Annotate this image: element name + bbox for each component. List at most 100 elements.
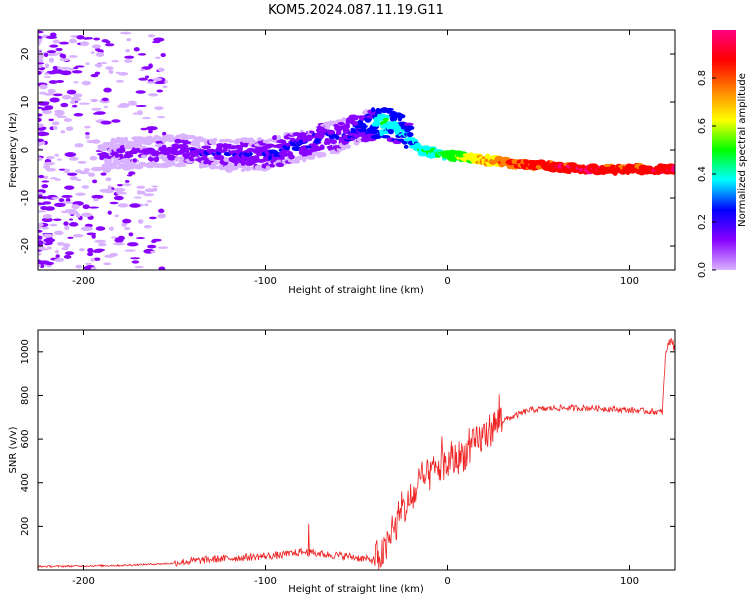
noise-blob bbox=[85, 37, 94, 40]
noise-blob bbox=[38, 235, 43, 240]
noise-blob bbox=[154, 81, 166, 85]
spectral-blob bbox=[671, 164, 675, 170]
noise-blob bbox=[162, 85, 168, 88]
noise-blob bbox=[44, 261, 55, 266]
noise-blob bbox=[52, 93, 63, 97]
noise-blob bbox=[62, 210, 70, 213]
noise-blob bbox=[137, 53, 147, 56]
noise-blob bbox=[154, 56, 161, 59]
noise-blob bbox=[80, 212, 93, 218]
noise-blob bbox=[38, 106, 43, 110]
noise-blob bbox=[38, 62, 45, 65]
noise-blob bbox=[74, 143, 84, 148]
noise-blob bbox=[43, 92, 55, 96]
noise-blob bbox=[54, 178, 62, 181]
noise-blob bbox=[119, 31, 132, 35]
noise-blob bbox=[59, 53, 65, 58]
noise-blob bbox=[48, 80, 58, 84]
spectral-blob bbox=[371, 129, 380, 134]
x-tick-label: 100 bbox=[620, 276, 639, 287]
noise-blob bbox=[38, 156, 43, 162]
spectral-blob bbox=[319, 144, 325, 151]
spectral-blob bbox=[123, 153, 134, 158]
noise-blob bbox=[90, 266, 97, 270]
noise-blob bbox=[59, 67, 71, 70]
noise-blob bbox=[132, 112, 139, 115]
spectral-blob bbox=[276, 135, 282, 140]
snr-marks bbox=[38, 338, 675, 570]
noise-blob bbox=[52, 39, 60, 44]
noise-blob bbox=[54, 258, 64, 263]
noise-blob bbox=[122, 218, 132, 224]
spectral-blob bbox=[405, 125, 415, 131]
noise-blob bbox=[91, 107, 102, 111]
noise-blob bbox=[54, 249, 60, 254]
y-tick-label: 400 bbox=[20, 473, 31, 492]
noise-blob bbox=[136, 110, 144, 116]
noise-blob bbox=[38, 30, 44, 34]
noise-blob bbox=[152, 77, 163, 82]
noise-blob bbox=[108, 69, 114, 74]
noise-blob bbox=[75, 192, 86, 196]
y-tick-label: -20 bbox=[20, 238, 31, 254]
snr-frame bbox=[37, 329, 676, 571]
noise-blob bbox=[38, 191, 44, 195]
noise-blob bbox=[46, 264, 52, 268]
noise-blob bbox=[70, 100, 76, 105]
noise-blob bbox=[56, 52, 62, 55]
noise-blob bbox=[88, 172, 96, 177]
noise-blob bbox=[128, 100, 137, 104]
noise-blob bbox=[148, 93, 159, 97]
noise-blob bbox=[111, 119, 121, 123]
noise-blob bbox=[90, 73, 99, 78]
noise-blob bbox=[147, 244, 157, 249]
spectral-blob bbox=[140, 154, 147, 159]
noise-blob bbox=[66, 89, 77, 95]
noise-blob bbox=[41, 196, 48, 200]
spectral-blob bbox=[281, 139, 287, 146]
noise-blob bbox=[156, 89, 164, 93]
noise-blob bbox=[145, 75, 150, 79]
spectral-blob bbox=[105, 142, 112, 146]
noise-blob bbox=[56, 115, 67, 119]
noise-blob bbox=[56, 158, 62, 161]
colorbar-tick-label: 0.4 bbox=[697, 166, 708, 182]
x-tick-label: -100 bbox=[254, 276, 277, 287]
noise-blob bbox=[93, 257, 101, 261]
noise-blob bbox=[128, 171, 136, 175]
noise-blob bbox=[124, 179, 130, 183]
noise-blob bbox=[115, 237, 120, 242]
noise-blob bbox=[73, 112, 84, 117]
noise-blob bbox=[94, 239, 107, 243]
noise-blob bbox=[131, 260, 140, 264]
spectral-blob bbox=[330, 139, 338, 145]
noise-blob bbox=[89, 99, 99, 102]
noise-blob bbox=[133, 47, 140, 52]
spectral-blob bbox=[360, 124, 368, 129]
noise-blob bbox=[107, 210, 112, 215]
noise-blob bbox=[112, 242, 125, 246]
noise-blob bbox=[82, 204, 90, 210]
noise-blob bbox=[157, 67, 165, 72]
noise-blob bbox=[140, 127, 148, 131]
noise-blob bbox=[46, 52, 59, 57]
noise-blob bbox=[125, 48, 131, 53]
spectral-blob bbox=[383, 114, 391, 118]
y-tick-label: 200 bbox=[20, 517, 31, 536]
noise-blob bbox=[93, 198, 99, 202]
noise-blob bbox=[38, 48, 42, 52]
noise-blob bbox=[117, 105, 125, 108]
noise-blob bbox=[151, 239, 157, 244]
noise-blob bbox=[85, 132, 90, 135]
spectral-blob bbox=[381, 134, 391, 139]
noise-blob bbox=[77, 160, 87, 164]
noise-blob bbox=[44, 72, 50, 75]
noise-blob bbox=[60, 130, 66, 134]
noise-blob bbox=[95, 226, 106, 231]
spectrogram-marks bbox=[38, 30, 675, 270]
spectral-blob bbox=[128, 163, 136, 170]
noise-blob bbox=[136, 237, 145, 240]
colorbar-tick-label: 0.6 bbox=[697, 118, 708, 134]
noise-blob bbox=[46, 50, 57, 54]
